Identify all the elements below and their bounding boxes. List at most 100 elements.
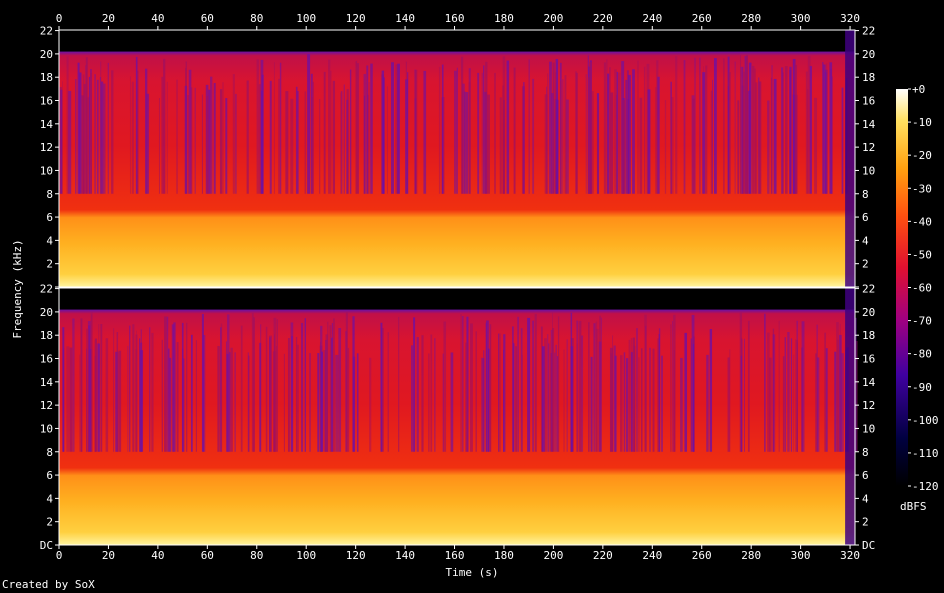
spectral-stripe (498, 333, 501, 452)
y-tick-label: 22 (40, 25, 53, 38)
spectral-stripe (555, 344, 557, 452)
spectral-stripe (599, 315, 601, 452)
spectral-stripe (139, 342, 143, 452)
x-tick-label: 320 (840, 12, 860, 25)
spectral-stripe (595, 321, 598, 452)
spectral-stripe (822, 62, 824, 194)
spectral-stripe (675, 56, 678, 194)
y-tick-label: 12 (40, 141, 53, 154)
spectral-stripe (450, 352, 454, 452)
spectral-stripe (296, 91, 299, 194)
spectral-stripe (618, 72, 621, 194)
spectral-stripe (709, 329, 713, 452)
spectral-stripe (79, 72, 82, 194)
y-tick-label: 4 (862, 492, 869, 505)
spectral-stripe (86, 328, 90, 452)
spectral-stripe (235, 93, 237, 194)
spectral-stripe (228, 352, 231, 452)
spectral-stripe (323, 350, 327, 452)
x-tick-label: 140 (395, 12, 415, 25)
y-tick-label: 10 (862, 164, 875, 177)
spectral-stripe (248, 355, 250, 452)
spectral-stripe (345, 312, 348, 452)
y-axis-label: Frequency (kHz) (11, 239, 24, 339)
spectral-stripe (220, 327, 222, 452)
spectral-stripe (747, 320, 750, 452)
spectral-stripe (103, 83, 106, 194)
spectral-stripe (657, 338, 659, 452)
y-tick-label: 10 (40, 422, 53, 435)
spectral-stripe (746, 75, 748, 194)
spectral-stripe (590, 356, 593, 452)
spectral-stripe (809, 65, 813, 194)
spectral-stripe (637, 60, 639, 194)
x-tick-label: 240 (642, 549, 662, 562)
spectral-stripe (570, 346, 573, 452)
spectral-stripe (85, 57, 88, 194)
x-tick-label: 260 (692, 12, 712, 25)
x-tick-label: 280 (741, 549, 761, 562)
spectral-stripe (790, 338, 793, 452)
spectral-stripe (161, 339, 164, 452)
spectral-stripe (664, 100, 667, 194)
spectral-stripe (300, 322, 304, 452)
y-tick-label: 10 (40, 164, 53, 177)
spectral-stripe (614, 69, 617, 194)
spectral-stripe (792, 94, 793, 194)
spectral-stripe (740, 66, 744, 194)
spectral-stripe (784, 337, 787, 452)
spectral-stripe (164, 316, 167, 452)
spectral-stripe (100, 81, 104, 194)
x-tick-label: 180 (494, 12, 514, 25)
spectral-stripe (502, 100, 506, 194)
spectral-stripe (111, 70, 114, 194)
spectral-stripe (784, 66, 788, 194)
spectral-stripe (462, 83, 465, 194)
y-tick-label: 14 (40, 118, 54, 131)
spectral-stripe (166, 81, 168, 194)
spectral-stripe (88, 325, 91, 452)
spectral-stripe (542, 346, 545, 452)
spectral-stripe (296, 344, 299, 452)
x-tick-label: 40 (151, 12, 164, 25)
spectral-stripe (234, 352, 236, 452)
spectral-stripe (655, 87, 657, 194)
spectral-stripe (795, 339, 796, 452)
x-tick-label: 120 (346, 549, 366, 562)
spectral-stripe (560, 80, 562, 194)
spectral-stripe (548, 343, 550, 452)
spectral-stripe (499, 97, 502, 194)
spectral-stripe (146, 93, 150, 194)
spectral-stripe (414, 98, 417, 194)
y-tick-label: 8 (862, 446, 869, 459)
spectral-stripe (381, 70, 385, 194)
colorbar-tick-label: -20 (912, 149, 932, 162)
x-tick-label: 220 (593, 12, 613, 25)
y-tick-label: 18 (862, 71, 875, 84)
spectral-stripe (644, 314, 647, 452)
spectral-stripe (91, 314, 93, 452)
spectral-stripe (481, 72, 483, 194)
spectral-stripe (565, 99, 569, 194)
spectral-stripe (173, 322, 176, 452)
spectral-stripe (363, 73, 367, 194)
spectral-stripe (603, 62, 606, 194)
colorbar-tick-label: +0 (912, 83, 925, 96)
spectral-stripe (343, 84, 345, 194)
spectral-stripe (86, 97, 89, 194)
spectral-stripe (325, 334, 329, 452)
spectral-stripe (607, 73, 610, 194)
spectral-stripe (555, 71, 557, 194)
spectral-stripe (304, 318, 306, 452)
spectral-stripe (423, 70, 427, 194)
y-tick-label: 8 (46, 446, 53, 459)
spectral-stripe (841, 353, 844, 452)
spectral-stripe (643, 66, 646, 194)
spectral-stripe (368, 82, 370, 194)
spectral-stripe (513, 67, 516, 194)
spectral-stripe (79, 354, 81, 452)
spectral-stripe (489, 324, 492, 452)
spectral-stripe (747, 90, 751, 194)
spectral-stripe (690, 338, 692, 452)
